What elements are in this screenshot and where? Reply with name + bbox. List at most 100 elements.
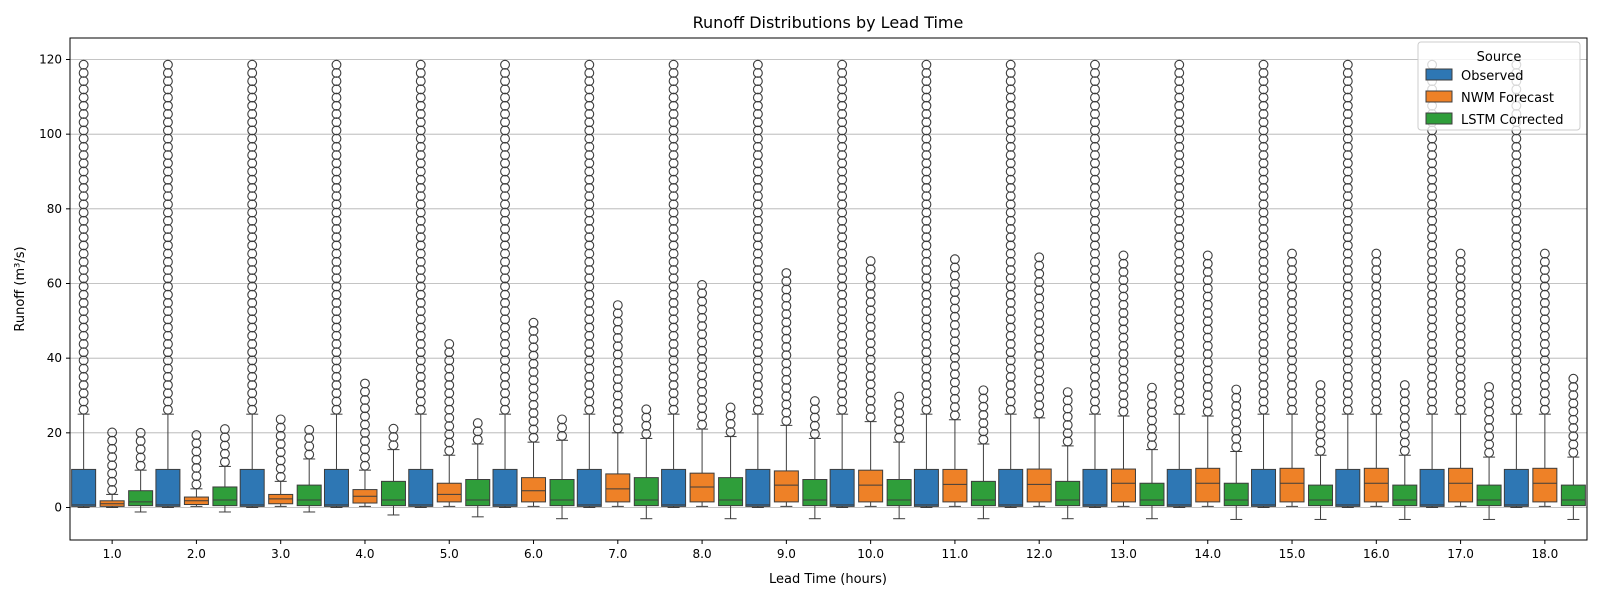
outlier-point bbox=[1258, 355, 1269, 366]
outlier-point bbox=[1427, 240, 1438, 251]
x-tick-label: 12.0 bbox=[1026, 547, 1053, 561]
outlier-point bbox=[1258, 174, 1269, 185]
outlier-point bbox=[415, 314, 426, 325]
outlier-point bbox=[1062, 395, 1073, 406]
outlier-point bbox=[752, 199, 763, 210]
legend-label-observed: Observed bbox=[1461, 69, 1524, 84]
outlier-point bbox=[247, 76, 258, 87]
outlier-point bbox=[584, 289, 595, 300]
outlier-point bbox=[78, 109, 89, 119]
outlier-point bbox=[781, 300, 792, 311]
outlier-point bbox=[1090, 297, 1100, 308]
outlier-point bbox=[304, 433, 315, 444]
outlier-point bbox=[1231, 433, 1242, 444]
outlier-point bbox=[1005, 232, 1016, 243]
outlier-point bbox=[781, 415, 792, 426]
outlier-point bbox=[107, 460, 118, 471]
outlier-point bbox=[1287, 380, 1297, 390]
box-group bbox=[239, 59, 265, 508]
outlier-point bbox=[668, 306, 679, 317]
outlier-point bbox=[1005, 174, 1016, 185]
outlier-point bbox=[837, 133, 848, 144]
x-tick-label: 14.0 bbox=[1194, 547, 1221, 561]
outlier-point bbox=[1090, 59, 1100, 70]
outlier-point bbox=[500, 92, 510, 103]
outlier-point bbox=[1287, 339, 1297, 349]
outlier-point bbox=[415, 199, 426, 210]
outlier-point bbox=[752, 281, 763, 292]
outlier-points bbox=[1231, 384, 1242, 452]
outlier-point bbox=[500, 289, 510, 300]
outlier-point bbox=[1371, 355, 1382, 366]
outlier-point bbox=[415, 224, 426, 234]
outlier-point bbox=[1005, 100, 1016, 111]
outlier-point bbox=[1118, 332, 1129, 343]
outlier-point bbox=[697, 280, 708, 290]
outlier-point bbox=[1568, 373, 1579, 384]
box-group bbox=[942, 254, 968, 507]
outlier-point bbox=[1455, 363, 1466, 374]
outlier-point bbox=[500, 306, 510, 317]
outlier-point bbox=[668, 404, 679, 415]
outlier-point bbox=[1005, 273, 1016, 284]
outlier-point bbox=[331, 297, 342, 308]
outlier-point bbox=[1511, 133, 1522, 144]
outlier-point bbox=[1118, 308, 1129, 318]
box-iqr bbox=[745, 468, 771, 507]
outlier-point bbox=[1539, 273, 1550, 284]
box-iqr bbox=[1251, 468, 1277, 507]
outlier-point bbox=[1315, 404, 1326, 415]
outlier-point bbox=[78, 191, 89, 202]
outlier-point bbox=[247, 207, 258, 218]
outlier-point bbox=[472, 418, 483, 429]
outlier-point bbox=[837, 248, 848, 259]
outlier-point bbox=[865, 264, 876, 275]
outlier-point bbox=[162, 240, 173, 251]
outlier-point bbox=[1005, 191, 1016, 202]
outlier-point bbox=[1511, 141, 1522, 152]
x-tick-label: 7.0 bbox=[608, 547, 627, 561]
outlier-points bbox=[809, 396, 820, 439]
outlier-point bbox=[472, 426, 483, 437]
outlier-point bbox=[1455, 388, 1466, 399]
outlier-point bbox=[331, 150, 342, 161]
outlier-point bbox=[1258, 339, 1269, 349]
outlier-point bbox=[837, 256, 848, 267]
outlier-point bbox=[1034, 342, 1045, 353]
outlier-point bbox=[668, 330, 679, 341]
outlier-point bbox=[1090, 215, 1100, 226]
outlier-point bbox=[162, 224, 173, 234]
outlier-point bbox=[500, 347, 510, 358]
box-group bbox=[1560, 373, 1586, 520]
outlier-point bbox=[1090, 166, 1100, 177]
outlier-point bbox=[752, 265, 763, 276]
outlier-point bbox=[921, 199, 932, 210]
box-iqr bbox=[1419, 468, 1445, 507]
outlier-point bbox=[1315, 429, 1326, 440]
outlier-point bbox=[1005, 150, 1016, 161]
outlier-point bbox=[1342, 125, 1353, 136]
outlier-point bbox=[1174, 363, 1185, 374]
outlier-point bbox=[162, 297, 173, 308]
outlier-point bbox=[1062, 420, 1073, 430]
outlier-points bbox=[1090, 59, 1100, 415]
outlier-point bbox=[1342, 191, 1353, 202]
outlier-point bbox=[978, 385, 989, 396]
outlier-point bbox=[1090, 355, 1100, 366]
outlier-point bbox=[1090, 84, 1100, 95]
outlier-point bbox=[331, 182, 342, 193]
outlier-point bbox=[921, 232, 932, 243]
box-iqr bbox=[633, 477, 659, 507]
outlier-point bbox=[331, 256, 342, 267]
outlier-point bbox=[331, 330, 342, 341]
outlier-points bbox=[107, 427, 118, 495]
outlier-point bbox=[1005, 314, 1016, 325]
outlier-point bbox=[1174, 380, 1185, 390]
outlier-point bbox=[78, 297, 89, 308]
outlier-point bbox=[894, 399, 905, 410]
outlier-point bbox=[921, 215, 932, 226]
outlier-point bbox=[247, 59, 258, 70]
outlier-point bbox=[331, 396, 342, 407]
outlier-point bbox=[1342, 273, 1353, 284]
outlier-point bbox=[1231, 401, 1242, 411]
